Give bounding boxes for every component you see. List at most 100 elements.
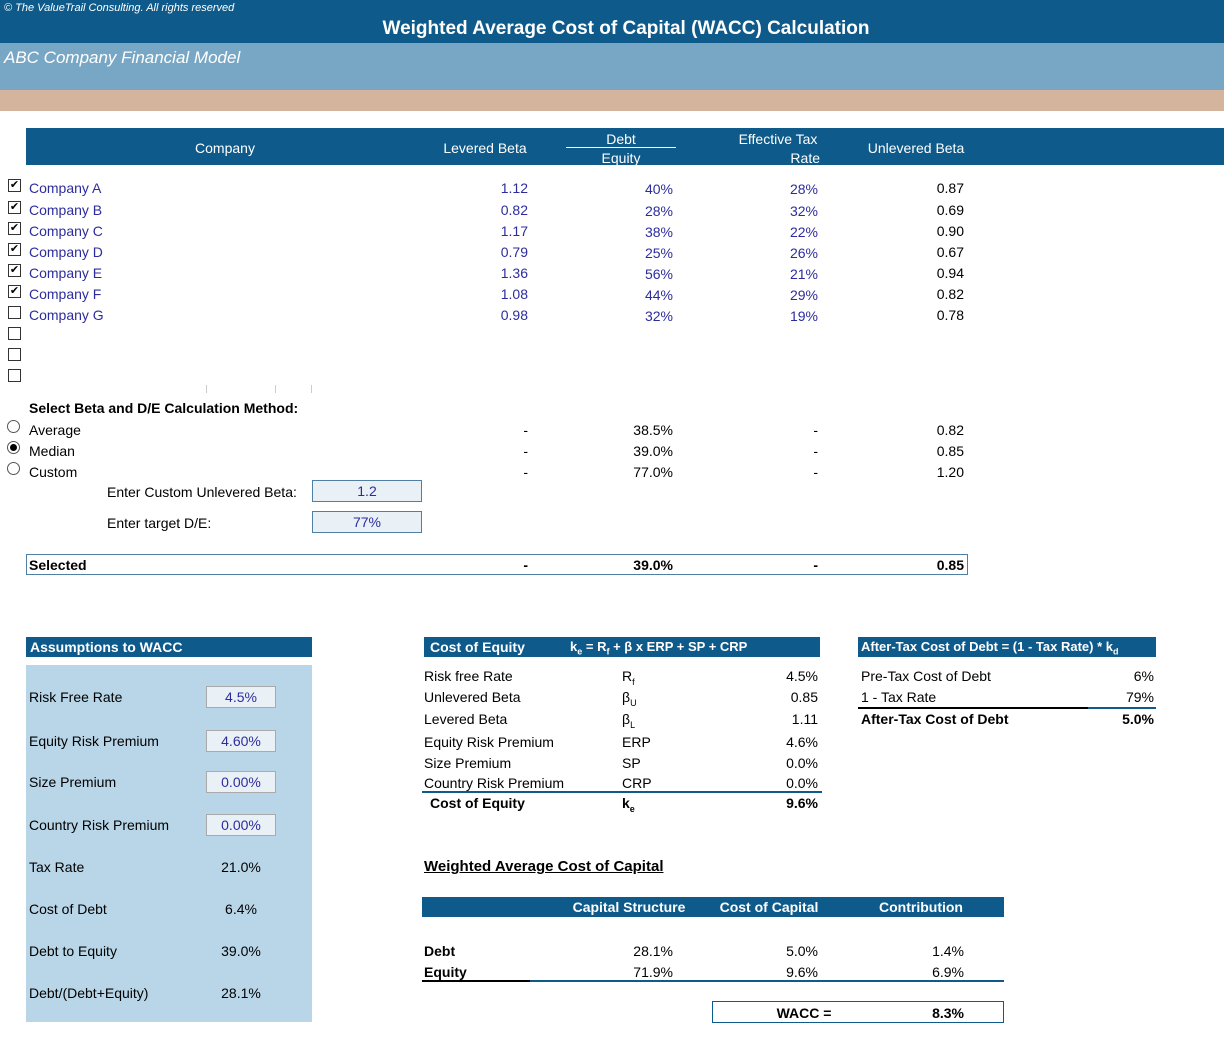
coe-symbol: βU — [622, 689, 637, 708]
unlevered-beta-value: 0.78 — [936, 307, 964, 323]
method-label: Custom — [29, 464, 78, 480]
levered-beta-value: 1.36 — [500, 265, 528, 281]
target-de-input[interactable]: 77% — [312, 511, 422, 533]
col-header-unlevered-beta: Unlevered Beta — [867, 140, 965, 156]
assumption-label: Risk Free Rate — [29, 689, 123, 705]
wacc-row-label: Equity — [424, 964, 467, 980]
coe-label: Unlevered Beta — [424, 689, 521, 705]
target-de-label: Enter target D/E: — [107, 515, 212, 531]
assumption-label: Debt to Equity — [29, 943, 117, 959]
selected-beta: - — [523, 557, 528, 573]
company-checkbox[interactable]: ✔ — [8, 243, 21, 256]
col-header-equity: Equity — [601, 150, 641, 166]
assumption-label: Equity Risk Premium — [29, 733, 159, 749]
method-beta: - — [523, 464, 528, 480]
levered-beta-value: 0.98 — [500, 307, 528, 323]
custom-beta-label: Enter Custom Unlevered Beta: — [107, 484, 297, 500]
assumption-label: Country Risk Premium — [29, 817, 170, 833]
wacc-title: Weighted Average Cost of Capital — [424, 858, 664, 875]
method-tax: - — [813, 422, 818, 438]
method-beta: - — [523, 422, 528, 438]
custom-beta-input[interactable]: 1.2 — [312, 480, 422, 502]
cod-label: Pre-Tax Cost of Debt — [861, 668, 991, 684]
method-label: Median — [29, 443, 75, 459]
method-radio-average[interactable] — [7, 420, 20, 433]
assumptions-panel — [26, 665, 312, 1022]
method-unlevered-beta: 0.82 — [936, 422, 964, 438]
debt-equity-value: 32% — [644, 308, 673, 324]
company-checkbox[interactable] — [8, 327, 21, 340]
levered-beta-value: 1.12 — [500, 180, 528, 196]
coe-symbol: CRP — [622, 775, 652, 791]
coe-total-value: 9.6% — [786, 795, 818, 811]
assumption-input[interactable]: 0.00% — [206, 771, 276, 793]
company-checkbox[interactable] — [8, 306, 21, 319]
coe-symbol: SP — [622, 755, 641, 771]
wacc-col-cost: Cost of Capital — [719, 899, 819, 915]
coe-total-line — [422, 791, 822, 793]
coe-total-label: Cost of Equity — [430, 795, 525, 811]
company-name: Company A — [29, 180, 102, 196]
wacc-contribution-value: 6.9% — [932, 964, 964, 980]
levered-beta-value: 1.17 — [500, 223, 528, 239]
cost-of-debt-header: After-Tax Cost of Debt = (1 - Tax Rate) … — [858, 637, 1156, 657]
assumption-label: Debt/(Debt+Equity) — [29, 985, 149, 1001]
assumption-value: 6.4% — [225, 901, 257, 917]
assumptions-header: Assumptions to WACC — [26, 637, 312, 657]
company-checkbox[interactable]: ✔ — [8, 201, 21, 214]
method-label: Average — [29, 422, 81, 438]
assumption-label: Cost of Debt — [29, 901, 107, 917]
assumption-input[interactable]: 0.00% — [206, 814, 276, 836]
company-checkbox[interactable] — [8, 348, 21, 361]
coe-value: 4.6% — [786, 734, 818, 750]
assumption-label: Size Premium — [29, 774, 117, 790]
title-banner — [0, 0, 1224, 43]
company-name: Company F — [29, 286, 102, 302]
wacc-result-value: 8.3% — [932, 1005, 964, 1021]
company-name: Company D — [29, 244, 103, 260]
debt-equity-value: 40% — [644, 181, 673, 197]
selected-tax: - — [813, 557, 818, 573]
assumption-value: 39.0% — [221, 943, 261, 959]
company-checkbox[interactable]: ✔ — [8, 222, 21, 235]
cod-label: 1 - Tax Rate — [861, 689, 937, 705]
wacc-col-contribution: Contribution — [879, 899, 963, 915]
coe-label: Equity Risk Premium — [424, 734, 554, 750]
coe-symbol: βL — [622, 711, 636, 730]
company-name: Company B — [29, 202, 103, 218]
debt-equity-value: 25% — [644, 245, 673, 261]
tax-rate-value: 21% — [789, 266, 818, 282]
unlevered-beta-value: 0.90 — [936, 223, 964, 239]
tax-rate-value: 32% — [789, 203, 818, 219]
method-tax: - — [813, 464, 818, 480]
coe-value: 0.0% — [786, 755, 818, 771]
company-checkbox[interactable]: ✔ — [8, 264, 21, 277]
wacc-header — [422, 897, 1004, 917]
company-checkbox[interactable]: ✔ — [8, 179, 21, 192]
col-header-tax-line2: Rate — [790, 150, 820, 166]
tax-rate-value: 19% — [789, 308, 818, 324]
company-checkbox[interactable]: ✔ — [8, 285, 21, 298]
assumption-input[interactable]: 4.5% — [206, 686, 276, 708]
cod-total-line-2 — [1088, 707, 1156, 709]
coe-total-symbol: ke — [622, 795, 635, 814]
selected-de: 39.0% — [633, 557, 673, 573]
method-radio-custom[interactable] — [7, 462, 20, 475]
coe-value: 0.0% — [786, 775, 818, 791]
company-checkbox[interactable] — [8, 369, 21, 382]
method-de: 39.0% — [633, 443, 673, 459]
assumption-input[interactable]: 4.60% — [206, 730, 276, 752]
cost-of-equity-title: Cost of Equity — [430, 639, 525, 655]
col-header-tax-line1: Effective Tax — [738, 131, 818, 147]
unlevered-beta-value: 0.94 — [936, 265, 964, 281]
tax-rate-value: 28% — [789, 181, 818, 197]
grid-mark — [206, 385, 207, 393]
unlevered-beta-value: 0.82 — [936, 286, 964, 302]
coe-label: Country Risk Premium — [424, 775, 565, 791]
wacc-col-structure: Capital Structure — [572, 899, 686, 915]
method-radio-median[interactable] — [7, 441, 20, 454]
cod-total-value: 5.0% — [1122, 711, 1154, 727]
tax-rate-value: 26% — [789, 245, 818, 261]
grid-mark — [275, 385, 276, 393]
company-name: Company E — [29, 265, 103, 281]
